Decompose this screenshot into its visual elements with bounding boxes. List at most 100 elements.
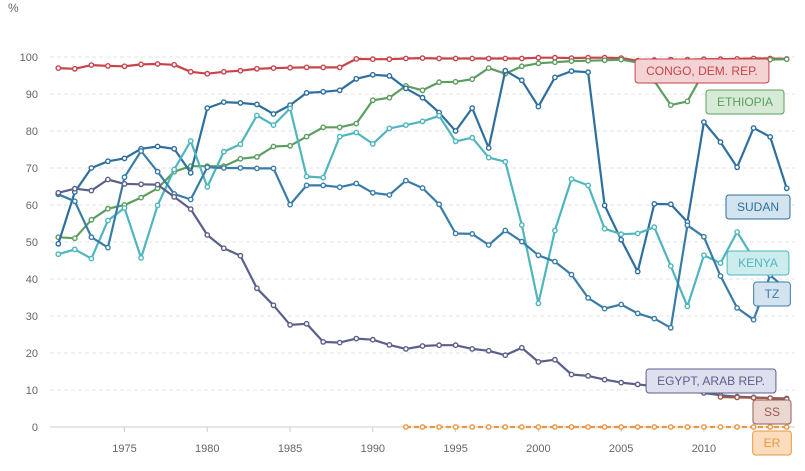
data-point bbox=[634, 381, 641, 388]
data-point bbox=[634, 230, 641, 237]
data-point bbox=[535, 60, 542, 67]
data-point bbox=[88, 255, 95, 262]
data-point bbox=[535, 252, 542, 259]
data-point bbox=[336, 133, 343, 140]
data-point bbox=[750, 316, 757, 323]
series-label-text: SS bbox=[764, 405, 780, 419]
y-tick-label: 40 bbox=[26, 274, 38, 286]
data-point bbox=[535, 424, 542, 430]
data-point bbox=[667, 201, 674, 208]
x-axis: 1975 1980 1985 1990 1995 2000 2005 2010 bbox=[112, 427, 716, 455]
data-point bbox=[618, 56, 625, 63]
data-point bbox=[618, 231, 625, 238]
data-point bbox=[220, 148, 227, 155]
data-point bbox=[105, 63, 111, 69]
data-point bbox=[436, 201, 442, 208]
series-label-text: TZ bbox=[765, 287, 780, 301]
data-point bbox=[237, 141, 244, 148]
data-point bbox=[369, 140, 376, 147]
data-point bbox=[552, 424, 558, 430]
data-point bbox=[369, 336, 376, 343]
data-point bbox=[568, 58, 575, 64]
data-point bbox=[253, 165, 260, 172]
data-point bbox=[287, 105, 293, 112]
data-point bbox=[684, 303, 691, 310]
label-tz[interactable]: TZ bbox=[753, 281, 791, 307]
data-point bbox=[651, 224, 658, 231]
data-point bbox=[320, 182, 327, 189]
data-point bbox=[469, 230, 476, 237]
data-point bbox=[386, 125, 393, 132]
data-point bbox=[320, 174, 327, 181]
data-point bbox=[88, 62, 95, 68]
series-labels[interactable]: CONGO, DEM. REP. ETHIOPIA SUDAN KENYA TZ EGYP… bbox=[634, 58, 792, 456]
data-point bbox=[634, 268, 641, 275]
data-point bbox=[502, 67, 509, 74]
data-point bbox=[121, 180, 128, 187]
series-label-text: KENYA bbox=[738, 256, 778, 270]
data-point bbox=[585, 57, 591, 64]
data-point bbox=[767, 424, 774, 430]
label-sudan[interactable]: SUDAN bbox=[725, 194, 791, 220]
data-point bbox=[469, 424, 476, 430]
data-point bbox=[601, 376, 608, 383]
data-point bbox=[303, 133, 310, 140]
data-point bbox=[105, 158, 111, 165]
data-point bbox=[353, 75, 360, 82]
data-point bbox=[568, 371, 575, 378]
series-sudan bbox=[55, 67, 790, 275]
data-point bbox=[552, 356, 558, 363]
y-unit-label: % bbox=[8, 1, 19, 15]
x-tick-label: 1995 bbox=[443, 443, 467, 455]
data-point bbox=[336, 184, 343, 191]
data-point bbox=[419, 87, 426, 94]
data-point bbox=[585, 372, 591, 379]
y-tick-label: 70 bbox=[26, 163, 38, 175]
data-point bbox=[402, 345, 409, 352]
data-point bbox=[568, 176, 575, 183]
data-point bbox=[469, 345, 476, 352]
label-ss[interactable]: SS bbox=[752, 399, 792, 425]
data-point bbox=[138, 194, 145, 201]
label-ethiopia[interactable]: ETHIOPIA bbox=[705, 89, 785, 115]
data-point bbox=[71, 185, 78, 192]
data-point bbox=[419, 55, 426, 61]
y-axis: 0 10 20 30 40 50 60 70 80 90 100 bbox=[20, 52, 38, 434]
label-er[interactable]: ER bbox=[752, 430, 792, 456]
data-point bbox=[369, 56, 376, 63]
data-point bbox=[585, 182, 591, 189]
data-point bbox=[701, 119, 707, 126]
y-tick-label: 80 bbox=[26, 126, 38, 138]
data-point bbox=[535, 358, 542, 365]
data-point bbox=[585, 424, 591, 430]
data-point bbox=[485, 154, 492, 161]
data-point bbox=[568, 68, 575, 75]
data-point bbox=[601, 305, 608, 312]
data-point bbox=[452, 424, 459, 430]
data-point bbox=[618, 301, 625, 308]
data-point bbox=[154, 168, 161, 175]
data-point bbox=[667, 324, 674, 331]
label-egypt-arab-rep[interactable]: EGYPT, ARAB REP. bbox=[645, 368, 777, 394]
data-point bbox=[204, 183, 211, 190]
data-point bbox=[336, 64, 343, 71]
data-point bbox=[386, 56, 393, 63]
label-kenya[interactable]: KENYA bbox=[726, 250, 790, 276]
data-point bbox=[154, 202, 161, 209]
data-point bbox=[138, 148, 145, 154]
data-point bbox=[667, 424, 674, 430]
data-point bbox=[518, 77, 525, 84]
data-point bbox=[734, 394, 740, 401]
data-point bbox=[171, 145, 178, 152]
data-point bbox=[734, 424, 740, 430]
data-point bbox=[88, 216, 95, 223]
data-point bbox=[253, 101, 260, 108]
label-congo-dem-rep[interactable]: CONGO, DEM. REP. bbox=[634, 58, 770, 84]
data-point bbox=[518, 238, 525, 245]
y-tick-label: 60 bbox=[26, 200, 38, 212]
data-point bbox=[320, 338, 327, 345]
data-point bbox=[651, 200, 658, 207]
data-point bbox=[634, 424, 641, 430]
data-point bbox=[485, 65, 492, 72]
data-point bbox=[369, 71, 376, 78]
